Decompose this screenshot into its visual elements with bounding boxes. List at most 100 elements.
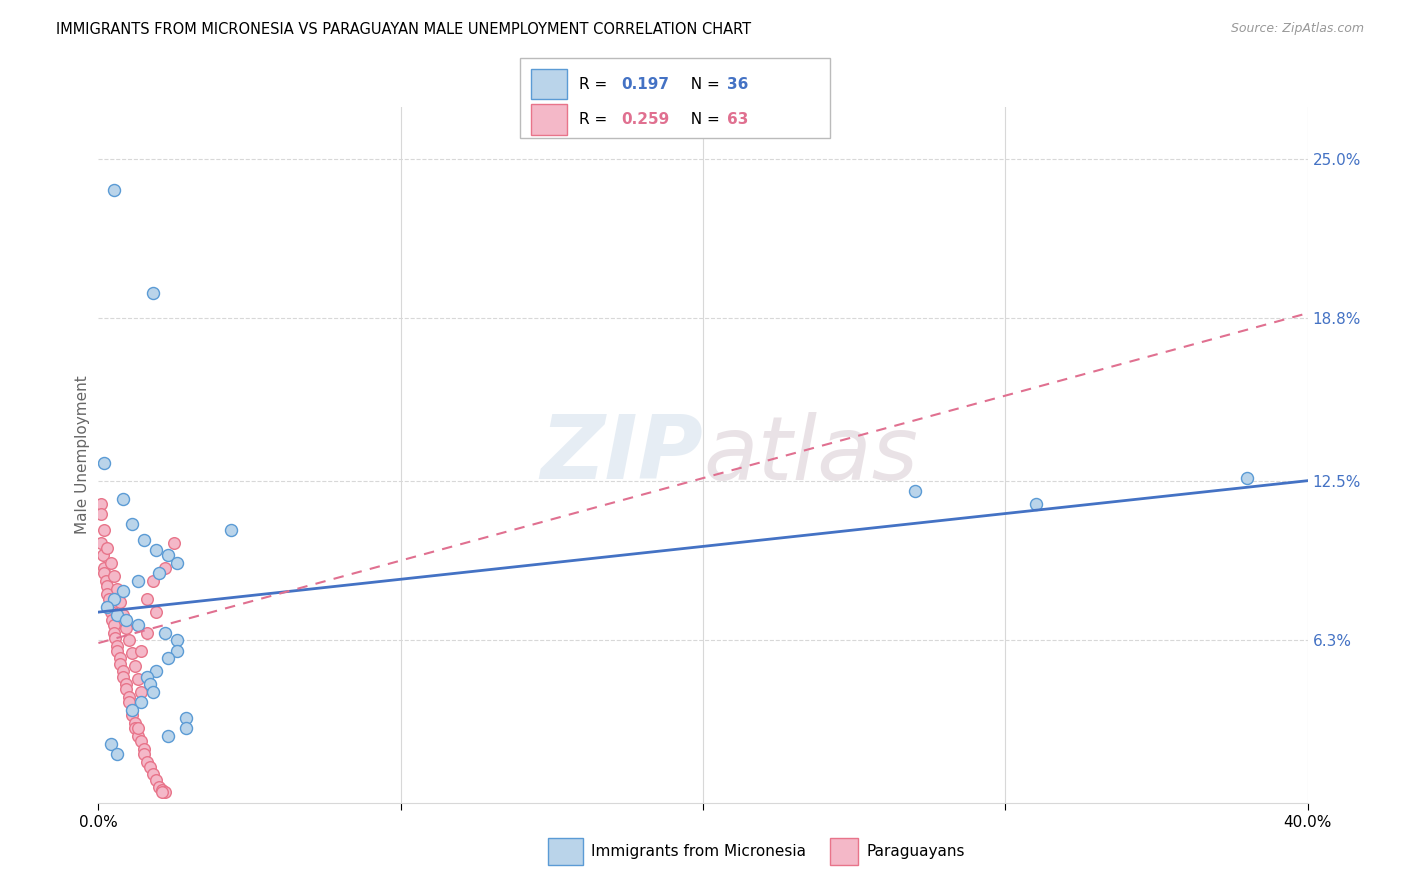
Point [132,741,155,756]
Point [114,682,136,697]
Point [145,543,167,558]
Point [90,535,112,549]
Point [166,556,188,570]
Point [108,651,131,665]
Point [114,621,136,635]
Point [118,695,141,709]
Point [118,690,141,705]
Point [153,785,176,799]
Point [127,574,149,589]
Point [124,659,146,673]
Point [103,182,125,196]
Point [111,491,134,506]
Point [127,672,149,686]
Point [132,747,155,761]
Point [221,523,243,537]
Point [96,599,118,614]
Point [93,561,115,575]
Point [104,631,127,645]
Text: IMMIGRANTS FROM MICRONESIA VS PARAGUAYAN MALE UNEMPLOYMENT CORRELATION CHART: IMMIGRANTS FROM MICRONESIA VS PARAGUAYAN… [56,22,751,37]
Point [124,715,146,730]
Point [129,685,152,699]
Point [93,456,115,470]
Point [93,566,115,581]
Text: Paraguayans: Paraguayans [866,845,965,859]
Point [121,646,143,660]
Point [105,644,128,658]
Point [156,729,179,743]
Point [98,592,121,607]
Text: atlas: atlas [703,412,918,498]
Point [129,644,152,658]
Point [153,561,176,575]
Text: 0.259: 0.259 [621,112,669,127]
Point [135,625,157,640]
Point [139,760,162,774]
Point [150,785,173,799]
Text: 36: 36 [727,77,748,92]
Text: Immigrants from Micronesia: Immigrants from Micronesia [591,845,806,859]
Point [156,651,179,665]
Point [145,772,167,787]
Text: R =: R = [579,77,613,92]
Point [127,729,149,743]
Point [1024,497,1046,511]
Point [111,669,134,683]
Point [108,595,131,609]
Point [142,285,165,300]
Point [124,721,146,735]
Point [129,695,152,709]
Point [90,507,112,521]
Point [135,592,157,607]
Point [111,584,134,599]
Point [100,605,122,619]
Point [127,618,149,632]
Point [96,579,118,593]
Text: Source: ZipAtlas.com: Source: ZipAtlas.com [1230,22,1364,36]
Point [108,657,131,671]
Point [105,582,128,596]
Point [121,517,143,532]
Point [101,613,124,627]
Point [105,607,128,622]
Point [103,569,125,583]
Point [121,703,143,717]
Point [904,483,927,498]
Point [150,783,173,797]
Text: N =: N = [681,77,724,92]
Point [111,665,134,679]
Point [105,639,128,653]
Point [121,708,143,723]
Point [142,767,165,781]
Point [103,625,125,640]
Point [94,574,117,589]
Point [114,613,136,627]
Point [148,566,170,581]
Point [1236,471,1258,485]
Point [111,607,134,622]
Text: ZIP: ZIP [540,411,703,499]
Point [90,497,112,511]
Point [145,665,167,679]
Text: N =: N = [681,112,724,127]
Point [127,721,149,735]
Point [135,755,157,769]
Point [100,599,122,614]
Point [145,605,167,619]
Y-axis label: Male Unemployment: Male Unemployment [75,376,90,534]
Point [100,737,122,751]
Text: R =: R = [579,112,613,127]
Point [135,669,157,683]
Point [96,541,118,555]
Text: 0.197: 0.197 [621,77,669,92]
Point [174,711,197,725]
Point [96,587,118,601]
Point [129,734,152,748]
Point [103,618,125,632]
Point [174,721,197,735]
Point [148,780,170,795]
Point [105,747,128,761]
Point [100,556,122,570]
Point [156,549,179,563]
Point [142,574,165,589]
